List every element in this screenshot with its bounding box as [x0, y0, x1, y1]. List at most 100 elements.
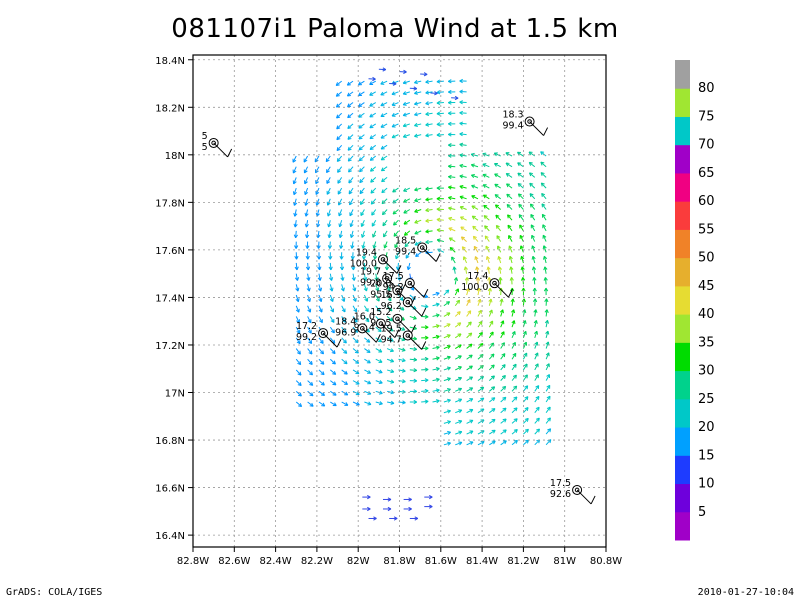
wind-vector [329, 284, 334, 292]
x-tick-label: 82.8W [177, 556, 209, 567]
wind-vector [398, 337, 406, 342]
wind-vector [341, 294, 346, 302]
wind-vector [507, 224, 513, 232]
wind-vector [414, 198, 422, 203]
wind-vector [477, 440, 485, 446]
wind-vector [315, 187, 320, 195]
wind-vector [369, 123, 377, 129]
wind-vector [477, 419, 485, 424]
wind-vector [436, 132, 444, 138]
colorbar-label: 75 [698, 109, 715, 124]
wind-vector [295, 337, 301, 345]
wind-vector [543, 266, 548, 274]
wind-vector [375, 284, 380, 292]
wind-vector [425, 186, 433, 191]
wind-vector [432, 399, 440, 404]
wind-vector [448, 216, 456, 221]
wind-vector [380, 91, 388, 96]
wind-vector [425, 90, 433, 95]
wind-vector [466, 419, 474, 424]
wind-vector [363, 305, 369, 313]
wind-vector [317, 262, 322, 271]
x-axis: 82.8W 82.6W 82.4W 82.2W 82W 81.8W 81.6W 81.4W 81… [177, 547, 622, 567]
wind-vector [337, 177, 343, 184]
wind-vector [402, 91, 410, 96]
wind-vector [545, 395, 551, 403]
wind-vector [477, 408, 485, 414]
wind-vector [292, 155, 297, 163]
station-dewp: 96.9 [335, 327, 356, 338]
wind-vector [482, 194, 490, 200]
wind-vector [425, 122, 433, 127]
wind-vector [477, 364, 484, 371]
wind-vector [540, 172, 547, 178]
wind-vector [330, 390, 337, 396]
colorbar-label: 10 [698, 477, 715, 492]
wind-vector [466, 398, 474, 403]
station-dewp: 99.4 [395, 247, 416, 258]
wind-vector [505, 152, 513, 157]
wind-vector [336, 112, 343, 119]
wind-vector [497, 255, 502, 264]
wind-vector [432, 334, 440, 340]
footer-timestamp: 2010-01-27-10:04 [697, 587, 794, 598]
station-dewp: 100.0 [461, 282, 488, 293]
wind-vector [405, 252, 411, 259]
wind-vector [318, 390, 325, 397]
wind-vector [409, 516, 419, 521]
wind-vector [532, 287, 537, 296]
wind-vector [459, 78, 467, 84]
wind-vector [500, 396, 507, 403]
wind-vector [295, 326, 301, 334]
wind-vector [517, 193, 524, 200]
wind-vector [347, 134, 354, 140]
wind-vector [500, 429, 507, 435]
wind-vector [425, 79, 433, 84]
wind-vector [398, 400, 406, 405]
wind-vector [511, 385, 518, 392]
wind-vector [424, 494, 433, 500]
wind-vector [500, 353, 506, 360]
wind-vector [523, 428, 529, 435]
wind-vector [472, 225, 479, 232]
wind-vector [386, 379, 395, 384]
wind-vector [369, 155, 377, 161]
wind-vector [338, 230, 343, 239]
wind-vector [540, 161, 547, 168]
wind-vector [421, 367, 429, 372]
wind-vector [392, 209, 399, 215]
wind-vector [523, 385, 529, 392]
wind-vector [358, 112, 365, 118]
colorbar-label: 80 [698, 81, 715, 96]
wind-vector [474, 256, 479, 264]
wind-vector [475, 266, 480, 274]
wind-vector [448, 227, 456, 232]
wind-barb [409, 282, 425, 298]
wind-vector [443, 312, 451, 317]
wind-vector [352, 337, 359, 344]
colorbar-segment [675, 314, 690, 343]
wind-vector [517, 183, 524, 189]
wind-vector [339, 262, 345, 271]
wind-vector [349, 198, 354, 206]
wind-barb [508, 288, 513, 298]
wind-vector [414, 219, 422, 224]
wind-vector [455, 387, 463, 392]
wind-vector [329, 294, 334, 302]
wind-vector [329, 326, 335, 334]
station-temp: 18.4 [335, 316, 356, 327]
colorbar-label: 20 [698, 420, 715, 435]
wind-vector [482, 163, 490, 168]
wind-vector [459, 216, 467, 221]
wind-vector [443, 334, 451, 339]
wind-vector [398, 326, 406, 331]
wind-vector [448, 164, 456, 169]
wind-vector [520, 266, 525, 274]
wind-vector [352, 316, 358, 323]
wind-vector [382, 497, 392, 502]
wind-vector [425, 239, 433, 245]
wind-vector [375, 305, 381, 312]
wind-vector [328, 273, 334, 281]
wind-vector [488, 353, 495, 360]
station-dewp: 95.5 [370, 289, 391, 300]
